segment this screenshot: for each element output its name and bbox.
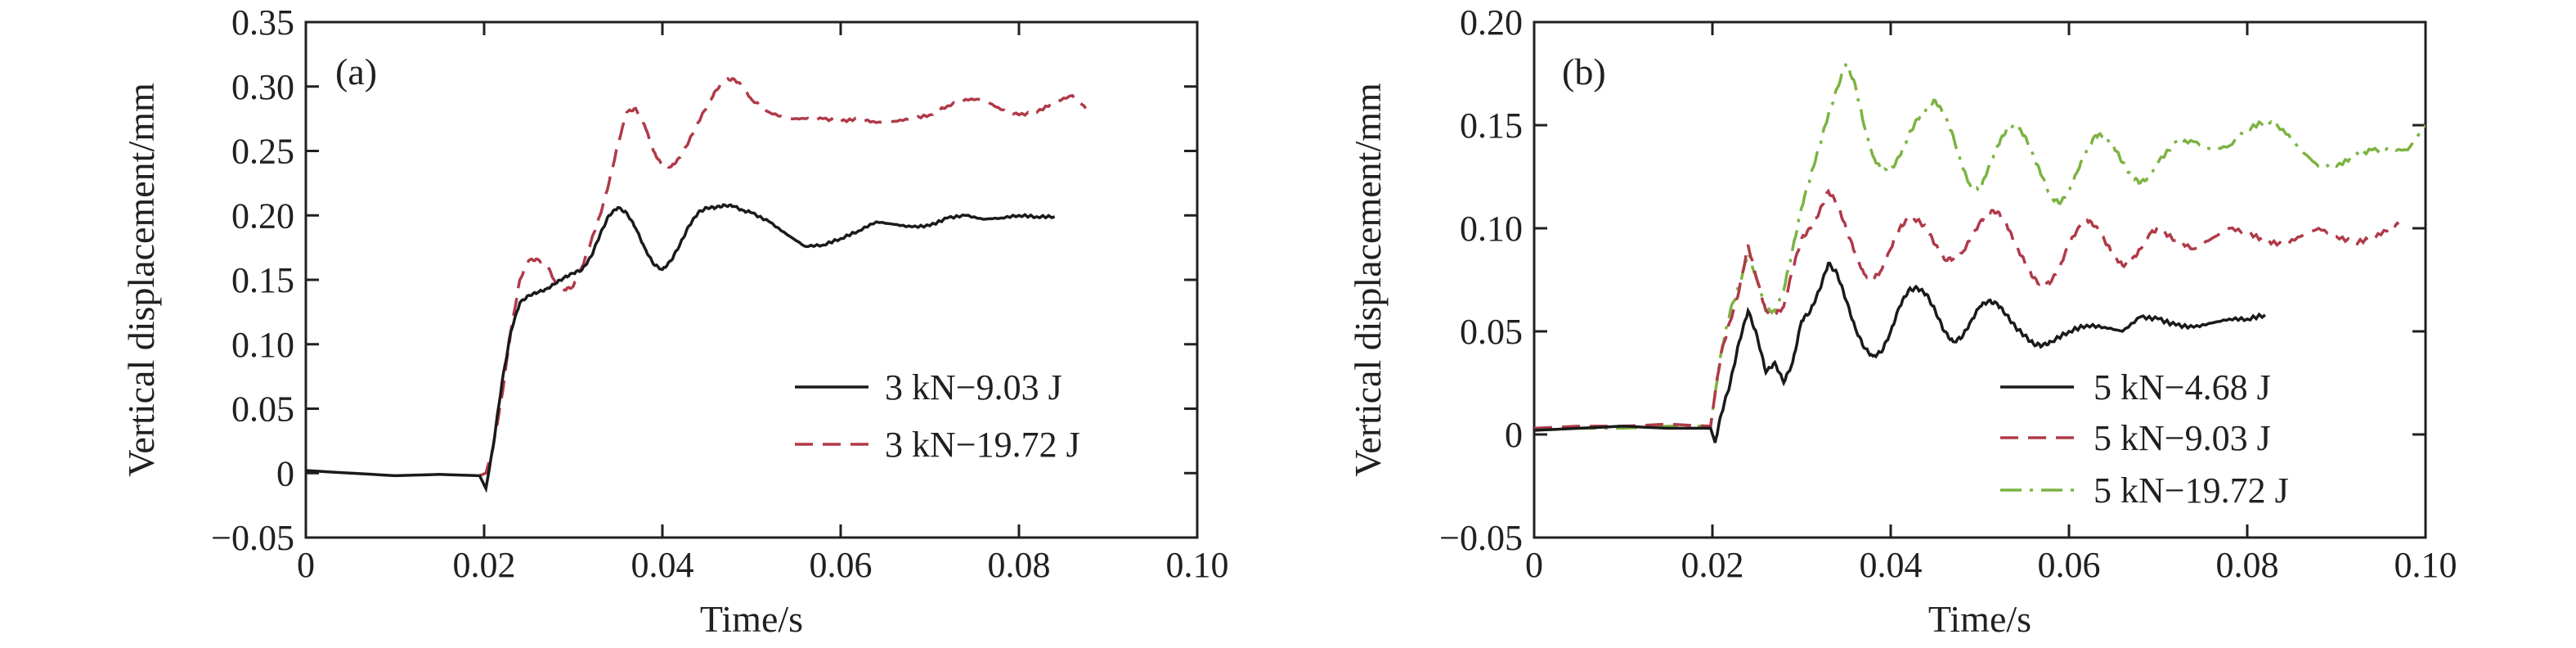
y-ticks-a: −0.05 0 0.05 0.10 0.15 0.20 0.25 0.30 0.35 [211,2,1197,558]
legend-a: 3 kN−9.03 J 3 kN−19.72 J [795,367,1080,465]
x-tick-label: 0.02 [453,545,516,585]
series-line-5-kn-4-68-j [1534,261,2266,443]
chart-b: 0 0.02 0.04 0.06 0.08 0.10 −0.0500.050.100.15… [1347,2,2457,640]
x-ticks-b: 0 0.02 0.04 0.06 0.08 0.10 [1525,22,2457,585]
chart-a: 0 0.02 0.04 0.06 0.08 0.10 −0.0500.050.100.15… [120,2,1229,640]
y-axis-title-b: Vertical displacement/mm [1347,83,1389,477]
y-ticks-b: −0.05 0 0.05 0.10 0.15 0.20 [1439,2,2426,558]
legend-b: 5 kN−4.68 J 5 kN−9.03 J 5 kN−19.72 J [2000,367,2289,511]
y-tick-label: 0.10 [1460,209,1523,249]
series-line-3-kn-19-72-j [478,77,1088,478]
y-tick-label: −0.05 [1439,518,1523,558]
y-tick-label: 0.20 [231,196,294,236]
y-tick-label: 0 [1505,415,1523,455]
panel-label-a: (a) [335,51,377,92]
y-axis-title-a: Vertical displacement/mm [120,83,162,477]
x-tick-label: 0.02 [1681,545,1744,585]
panel-label-b: (b) [1562,51,1606,92]
legend-label-5kn-19-72j: 5 kN−19.72 J [2094,470,2289,511]
x-tick-label: 0.10 [2394,545,2457,585]
y-tick-label: 0.30 [231,67,294,107]
series-line-5-kn-9-03-j [1534,188,2400,430]
y-tick-label: 0.20 [1460,2,1523,43]
legend-label-3kn-19-72j: 3 kN−19.72 J [885,425,1080,465]
y-tick-label: 0.25 [231,132,294,172]
x-tick-label: 0 [297,545,315,585]
legend-label-3kn-9-03j: 3 kN−9.03 J [885,367,1062,407]
y-tick-label: 0.10 [231,325,294,365]
y-tick-label: 0 [276,453,294,493]
plot-frame-b [1533,20,2427,539]
x-axis-title-b: Time/s [1928,598,2031,640]
x-ticks-a: 0 0.02 0.04 0.06 0.08 0.10 [297,22,1229,585]
y-tick-label: 0.15 [1460,106,1523,146]
x-tick-label: 0 [1525,545,1543,585]
y-tick-label: 0.05 [1460,312,1523,352]
x-axis-title-a: Time/s [700,598,803,640]
series-line-5-kn-19-72-j [1534,60,2426,432]
x-tick-label: 0.08 [988,545,1051,585]
x-tick-label: 0.04 [631,545,694,585]
legend-label-5kn-4-68j: 5 kN−4.68 J [2094,367,2271,407]
series-line-3-kn-9-03-j [306,203,1056,493]
y-tick-label: 0.15 [231,260,294,300]
x-tick-label: 0.06 [2038,545,2101,585]
x-tick-label: 0.10 [1166,545,1229,585]
x-tick-label: 0.06 [810,545,873,585]
x-tick-label: 0.08 [2216,545,2279,585]
y-tick-label: −0.05 [211,518,294,558]
y-tick-label: 0.35 [231,2,294,43]
y-tick-label: 0.05 [231,389,294,430]
legend-label-5kn-9-03j: 5 kN−9.03 J [2094,418,2271,458]
x-tick-label: 0.04 [1860,545,1923,585]
